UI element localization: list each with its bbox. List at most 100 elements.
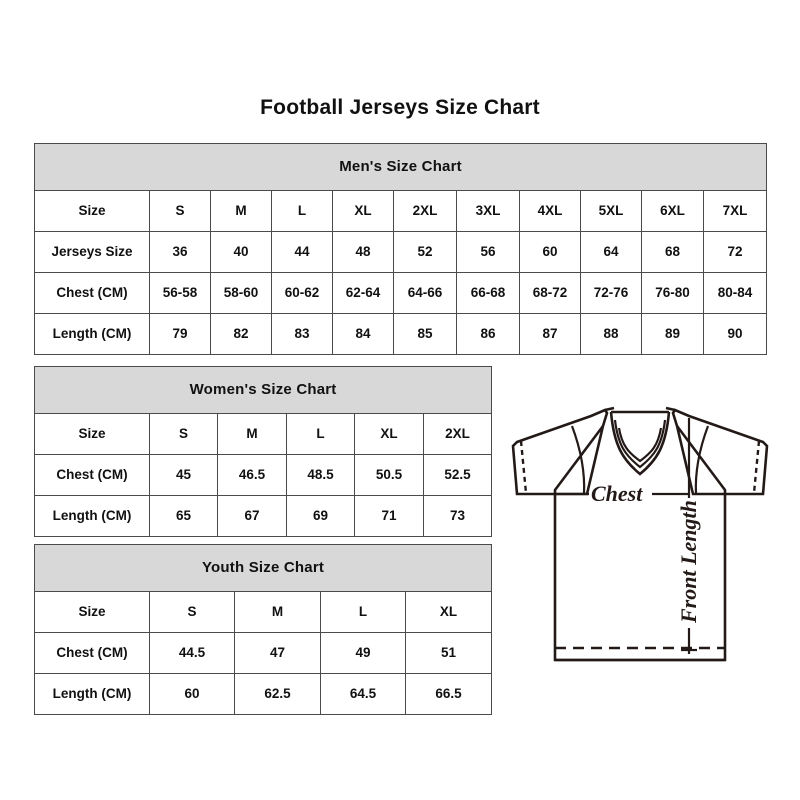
table-cell: 48.5	[286, 454, 355, 496]
youth-size-header-cell: M	[234, 591, 321, 633]
mens-size-chart-table: Men's Size Chart Size S M L XL 2XL 3XL 4XL 5XL 6XL…	[33, 143, 768, 355]
table-cell: 44.5	[149, 632, 235, 674]
mens-table-caption: Men's Size Chart	[33, 143, 768, 191]
table-cell: 60	[149, 673, 235, 715]
table-row: Chest (CM) 45 46.5 48.5 50.5 52.5	[34, 454, 493, 496]
table-cell: 52	[393, 231, 457, 273]
table-cell: 85	[393, 313, 457, 355]
table-cell: 64	[580, 231, 642, 273]
mens-size-header-cell: 4XL	[519, 190, 581, 232]
table-cell: 72	[702, 231, 768, 273]
womens-size-header-cell: L	[286, 413, 355, 455]
table-cell: 76-80	[641, 272, 704, 314]
table-cell: 71	[354, 495, 424, 537]
table-cell: 50.5	[354, 454, 424, 496]
womens-size-chart-table: Women's Size Chart Size S M L XL 2XL Chest (CM)…	[33, 366, 493, 537]
mens-size-header-cell: 2XL	[393, 190, 457, 232]
mens-table-caption-row: Men's Size Chart	[33, 143, 768, 191]
mens-size-header-cell: 6XL	[641, 190, 704, 232]
table-cell: 73	[422, 495, 493, 537]
youth-size-chart-table: Youth Size Chart Size S M L XL Chest (CM) 44.5 4…	[33, 544, 493, 715]
mens-size-header-cell: 5XL	[580, 190, 642, 232]
table-cell: 49	[320, 632, 406, 674]
table-row: Length (CM) 79 82 83 84 85 86 87 88 89 90	[34, 313, 768, 355]
table-cell: 60-62	[271, 272, 333, 314]
table-cell: 46.5	[217, 454, 287, 496]
youth-size-header-cell: S	[149, 591, 235, 633]
youth-row-label-size: Size	[34, 591, 150, 633]
table-cell: 64.5	[320, 673, 406, 715]
mens-table-body: Men's Size Chart Size S M L XL 2XL 3XL 4XL 5XL 6XL…	[33, 143, 768, 355]
table-cell: 86	[456, 313, 520, 355]
mens-row-label: Chest (CM)	[34, 272, 150, 314]
table-cell: 47	[234, 632, 321, 674]
mens-row-label: Length (CM)	[34, 313, 150, 355]
table-cell: 84	[332, 313, 394, 355]
table-cell: 52.5	[422, 454, 493, 496]
womens-size-header-row: Size S M L XL 2XL	[34, 413, 493, 455]
mens-size-header-cell: XL	[332, 190, 394, 232]
table-cell: 82	[210, 313, 272, 355]
jersey-measurement-diagram: Chest Front Length	[495, 398, 785, 698]
table-row: Length (CM) 60 62.5 64.5 66.5	[34, 673, 493, 715]
mens-row-label-size: Size	[34, 190, 150, 232]
womens-row-label: Chest (CM)	[34, 454, 150, 496]
table-row: Length (CM) 65 67 69 71 73	[34, 495, 493, 537]
mens-size-header-cell: M	[210, 190, 272, 232]
table-cell: 87	[519, 313, 581, 355]
table-cell: 72-76	[580, 272, 642, 314]
table-cell: 51	[404, 632, 493, 674]
mens-size-header-cell: S	[149, 190, 211, 232]
table-cell: 60	[519, 231, 581, 273]
table-cell: 62-64	[332, 272, 394, 314]
table-cell: 83	[271, 313, 333, 355]
youth-size-header-cell: XL	[404, 591, 493, 633]
table-cell: 88	[580, 313, 642, 355]
youth-table-body: Youth Size Chart Size S M L XL Chest (CM) 44.5 4…	[33, 544, 493, 715]
table-cell: 67	[217, 495, 287, 537]
youth-table-caption-row: Youth Size Chart	[33, 544, 493, 592]
womens-size-header-cell: M	[217, 413, 287, 455]
table-cell: 58-60	[210, 272, 272, 314]
table-cell: 69	[286, 495, 355, 537]
youth-row-label: Length (CM)	[34, 673, 150, 715]
table-cell: 90	[702, 313, 768, 355]
front-length-measure-label: Front Length	[676, 500, 701, 624]
table-cell: 64-66	[393, 272, 457, 314]
table-cell: 80-84	[702, 272, 768, 314]
table-row: Jerseys Size 36 40 44 48 52 56 60 64 68 72	[34, 231, 768, 273]
table-cell: 66-68	[456, 272, 520, 314]
table-row: Chest (CM) 56-58 58-60 60-62 62-64 64-66 66-68…	[34, 272, 768, 314]
table-cell: 68	[641, 231, 704, 273]
chest-measure-label: Chest	[591, 481, 643, 506]
womens-size-header-cell: XL	[354, 413, 424, 455]
table-cell: 36	[149, 231, 211, 273]
youth-row-label: Chest (CM)	[34, 632, 150, 674]
youth-size-header-cell: L	[320, 591, 406, 633]
table-cell: 44	[271, 231, 333, 273]
mens-row-label: Jerseys Size	[34, 231, 150, 273]
table-cell: 56	[456, 231, 520, 273]
womens-size-header-cell: S	[149, 413, 218, 455]
mens-size-header-cell: 7XL	[702, 190, 768, 232]
table-cell: 65	[149, 495, 218, 537]
womens-table-body: Women's Size Chart Size S M L XL 2XL Chest (CM)…	[33, 366, 493, 537]
womens-row-label: Length (CM)	[34, 495, 150, 537]
table-cell: 48	[332, 231, 394, 273]
table-cell: 56-58	[149, 272, 211, 314]
table-cell: 62.5	[234, 673, 321, 715]
table-cell: 79	[149, 313, 211, 355]
table-cell: 68-72	[519, 272, 581, 314]
table-cell: 40	[210, 231, 272, 273]
youth-table-caption: Youth Size Chart	[33, 544, 493, 592]
table-cell: 89	[641, 313, 704, 355]
table-cell: 66.5	[404, 673, 493, 715]
mens-size-header-cell: L	[271, 190, 333, 232]
table-cell: 45	[149, 454, 218, 496]
youth-size-header-row: Size S M L XL	[34, 591, 493, 633]
womens-table-caption: Women's Size Chart	[33, 366, 493, 414]
womens-size-header-cell: 2XL	[422, 413, 493, 455]
womens-row-label-size: Size	[34, 413, 150, 455]
mens-size-header-row: Size S M L XL 2XL 3XL 4XL 5XL 6XL 7XL	[34, 190, 768, 232]
